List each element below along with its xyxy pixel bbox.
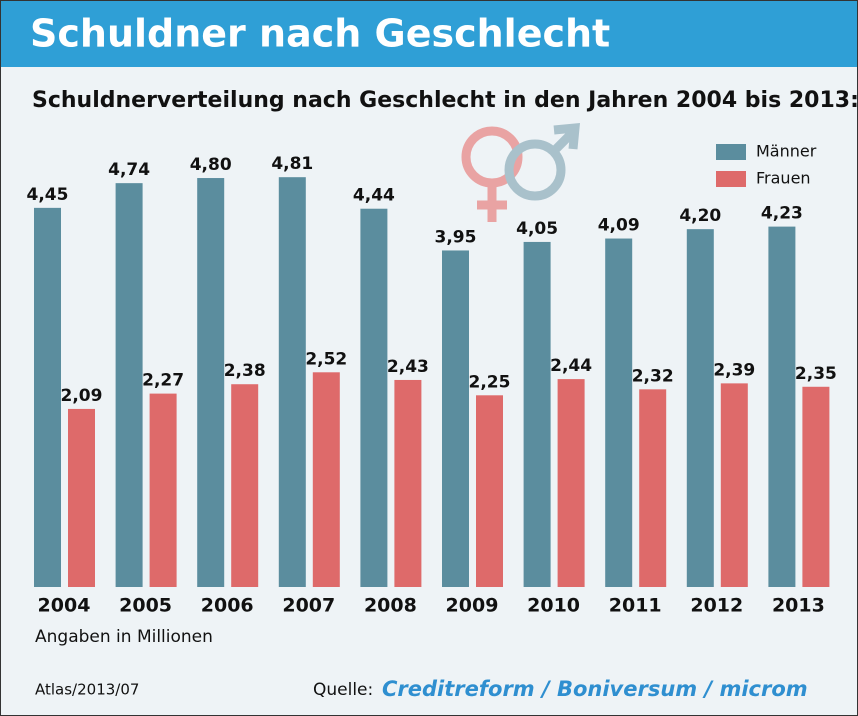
value-label: 4,74 — [108, 160, 150, 180]
x-tick-label: 2012 — [690, 595, 743, 617]
bar — [686, 229, 714, 587]
bar — [197, 178, 225, 588]
x-tick-label: 2008 — [364, 595, 417, 617]
bar — [394, 379, 422, 587]
legend-swatch — [716, 171, 746, 187]
bar — [605, 238, 633, 588]
bar — [476, 395, 503, 587]
bar — [149, 393, 177, 587]
value-label: 4,23 — [761, 204, 803, 224]
x-tick-label: 2013 — [772, 595, 825, 617]
bar — [312, 372, 340, 587]
bar — [360, 208, 388, 587]
value-label: 2,35 — [795, 364, 837, 384]
value-label: 4,45 — [27, 185, 69, 205]
value-label: 2,09 — [61, 386, 103, 406]
value-label: 2,32 — [632, 366, 674, 386]
bar — [639, 389, 667, 587]
bar — [115, 183, 143, 588]
chart-subtitle: Schuldnerverteilung nach Geschlecht in d… — [32, 88, 858, 113]
x-tick-label: 2005 — [119, 595, 172, 617]
legend-label: Frauen — [756, 169, 811, 188]
value-label: 2,25 — [469, 372, 511, 392]
credit: Atlas/2013/07 — [35, 681, 139, 699]
x-tick-label: 2010 — [527, 595, 580, 617]
value-label: 3,95 — [435, 227, 477, 247]
value-label: 4,80 — [190, 155, 232, 175]
legend-swatch — [716, 144, 746, 160]
value-label: 2,44 — [550, 356, 592, 376]
bar — [68, 408, 95, 587]
value-label: 4,81 — [271, 154, 313, 174]
bar — [523, 241, 551, 587]
bar — [557, 379, 585, 587]
bar — [802, 386, 830, 587]
value-label: 2,27 — [142, 371, 184, 391]
value-label: 4,20 — [679, 206, 721, 226]
x-tick-label: 2004 — [38, 595, 91, 617]
x-tick-label: 2009 — [446, 595, 499, 617]
gender-symbols — [461, 123, 580, 222]
bar — [768, 226, 796, 587]
x-tick-label: 2007 — [282, 595, 335, 617]
chart-title: Schuldner nach Geschlecht — [30, 12, 610, 56]
value-label: 2,38 — [224, 361, 266, 381]
x-tick-label: 2011 — [609, 595, 662, 617]
bar — [34, 207, 61, 588]
bar — [720, 383, 748, 587]
bar — [231, 384, 259, 587]
legend-label: Männer — [756, 142, 817, 161]
source: Creditreform / Boniversum / microm — [382, 677, 808, 701]
value-label: 4,44 — [353, 186, 395, 206]
bar — [442, 250, 469, 587]
value-label: 2,52 — [305, 349, 347, 369]
header — [1, 1, 857, 67]
value-label: 2,39 — [713, 360, 755, 380]
value-label: 2,43 — [387, 357, 429, 377]
value-label: 4,09 — [598, 216, 640, 236]
x-tick-label: 2006 — [201, 595, 254, 617]
bar — [278, 177, 306, 588]
note: Angaben in Millionen — [35, 627, 213, 647]
value-label: 4,05 — [516, 219, 558, 239]
source-label: Quelle: — [313, 680, 373, 700]
